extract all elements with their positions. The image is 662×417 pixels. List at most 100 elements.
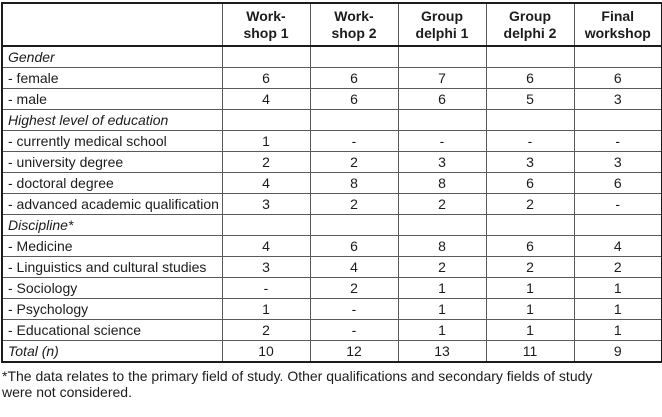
table-cell: 8 bbox=[397, 172, 487, 194]
table-cell: 11 bbox=[485, 340, 575, 363]
table-cell: 1 bbox=[485, 298, 575, 320]
table-cell: 6 bbox=[485, 67, 575, 89]
table-cell: 8 bbox=[397, 235, 487, 257]
column-header-workshop-1: Work-shop 1 bbox=[221, 2, 311, 47]
row-label: - male bbox=[1, 88, 223, 110]
table-cell: 2 bbox=[309, 151, 399, 173]
table-cell: 2 bbox=[397, 193, 487, 215]
table-cell: 7 bbox=[397, 67, 487, 89]
table-cell: 6 bbox=[485, 235, 575, 257]
table-cell: 3 bbox=[221, 256, 311, 278]
table-cell: 1 bbox=[397, 277, 487, 299]
table-row-medicine: - Medicine 4 6 8 6 4 bbox=[1, 235, 662, 257]
table-cell: 4 bbox=[221, 88, 311, 110]
table-row-advanced-qualification: - advanced academic qualification 3 2 2 … bbox=[1, 193, 662, 215]
table-cell: 3 bbox=[221, 193, 311, 215]
table-cell bbox=[397, 214, 487, 236]
table-cell: 2 bbox=[309, 193, 399, 215]
table-cell: 1 bbox=[573, 298, 662, 320]
table-cell: 6 bbox=[309, 67, 399, 89]
table-row-medical-school: - currently medical school 1 - - - - bbox=[1, 130, 662, 152]
table-row-discipline-section: Discipline* bbox=[1, 214, 662, 236]
table-cell: 9 bbox=[573, 340, 662, 363]
table-cell bbox=[573, 214, 662, 236]
table-cell bbox=[221, 45, 311, 68]
table-cell: 3 bbox=[573, 151, 662, 173]
table-cell: 3 bbox=[485, 151, 575, 173]
table-cell: 6 bbox=[221, 67, 311, 89]
row-label: Highest level of education bbox=[1, 109, 223, 131]
table-cell: 1 bbox=[397, 319, 487, 341]
table-cell: 13 bbox=[397, 340, 487, 363]
row-label: - Educational science bbox=[1, 319, 223, 341]
table-row-educational-science: - Educational science 2 - 1 1 1 bbox=[1, 319, 662, 341]
table-footnote: *The data relates to the primary field o… bbox=[2, 368, 593, 400]
table-cell bbox=[397, 109, 487, 131]
column-header-workshop-2: Work-shop 2 bbox=[309, 2, 399, 47]
table-cell bbox=[573, 45, 662, 68]
table-row-gender: Gender bbox=[1, 45, 662, 68]
table-row-psychology: - Psychology 1 - 1 1 1 bbox=[1, 298, 662, 320]
table-cell: - bbox=[573, 193, 662, 215]
row-label: - female bbox=[1, 67, 223, 89]
participants-table: Work-shop 1 Work-shop 2 Group delphi 1 Gr… bbox=[1, 2, 662, 363]
row-label: - university degree bbox=[1, 151, 223, 173]
table-cell: 1 bbox=[485, 277, 575, 299]
table-row-male: - male 4 6 6 5 3 bbox=[1, 88, 662, 110]
table-row-university-degree: - university degree 2 2 3 3 3 bbox=[1, 151, 662, 173]
table-cell: 6 bbox=[573, 67, 662, 89]
row-label: Total (n) bbox=[1, 340, 223, 363]
table-cell: 3 bbox=[397, 151, 487, 173]
table-cell: 2 bbox=[485, 256, 575, 278]
table-cell: 4 bbox=[221, 235, 311, 257]
row-label: - Sociology bbox=[1, 277, 223, 299]
table-cell: 12 bbox=[309, 340, 399, 363]
row-label: Discipline* bbox=[1, 214, 223, 236]
row-label: - doctoral degree bbox=[1, 172, 223, 194]
corner-cell bbox=[1, 2, 223, 47]
table-cell: 2 bbox=[221, 151, 311, 173]
table-cell: - bbox=[573, 130, 662, 152]
table-cell: - bbox=[309, 319, 399, 341]
table-cell bbox=[485, 45, 575, 68]
table-cell: 2 bbox=[309, 277, 399, 299]
table-cell bbox=[309, 109, 399, 131]
table-cell: 6 bbox=[309, 88, 399, 110]
table-cell: 10 bbox=[221, 340, 311, 363]
table-cell: 1 bbox=[221, 298, 311, 320]
row-label: Gender bbox=[1, 45, 223, 68]
row-label: - Linguistics and cultural studies bbox=[1, 256, 223, 278]
table-cell: 1 bbox=[573, 319, 662, 341]
column-header-final-workshop: Final workshop bbox=[573, 2, 662, 47]
table-header-row: Work-shop 1 Work-shop 2 Group delphi 1 Gr… bbox=[1, 2, 662, 47]
table-cell: 8 bbox=[309, 172, 399, 194]
table-row-total: Total (n) 10 12 13 11 9 bbox=[1, 340, 662, 363]
table-cell: 1 bbox=[397, 298, 487, 320]
table-row-sociology: - Sociology - 2 1 1 1 bbox=[1, 277, 662, 299]
column-header-group-delphi-2: Group delphi 2 bbox=[485, 2, 575, 47]
table-cell: 4 bbox=[309, 256, 399, 278]
table-cell: 4 bbox=[221, 172, 311, 194]
table-cell: - bbox=[485, 130, 575, 152]
table-cell: - bbox=[309, 298, 399, 320]
table-cell: - bbox=[397, 130, 487, 152]
table-cell: 5 bbox=[485, 88, 575, 110]
table-cell: 1 bbox=[573, 277, 662, 299]
row-label: - currently medical school bbox=[1, 130, 223, 152]
row-label: - Psychology bbox=[1, 298, 223, 320]
table-row-female: - female 6 6 7 6 6 bbox=[1, 67, 662, 89]
table-cell bbox=[221, 214, 311, 236]
table-cell bbox=[573, 109, 662, 131]
table-row-education-section: Highest level of education bbox=[1, 109, 662, 131]
table-cell: 6 bbox=[485, 172, 575, 194]
table-cell bbox=[485, 214, 575, 236]
table-cell: 6 bbox=[397, 88, 487, 110]
table-cell bbox=[485, 109, 575, 131]
table-cell: 3 bbox=[573, 88, 662, 110]
table-cell: 4 bbox=[573, 235, 662, 257]
table-cell: 2 bbox=[397, 256, 487, 278]
table-cell bbox=[309, 214, 399, 236]
table-cell: 6 bbox=[573, 172, 662, 194]
table-cell: - bbox=[309, 130, 399, 152]
